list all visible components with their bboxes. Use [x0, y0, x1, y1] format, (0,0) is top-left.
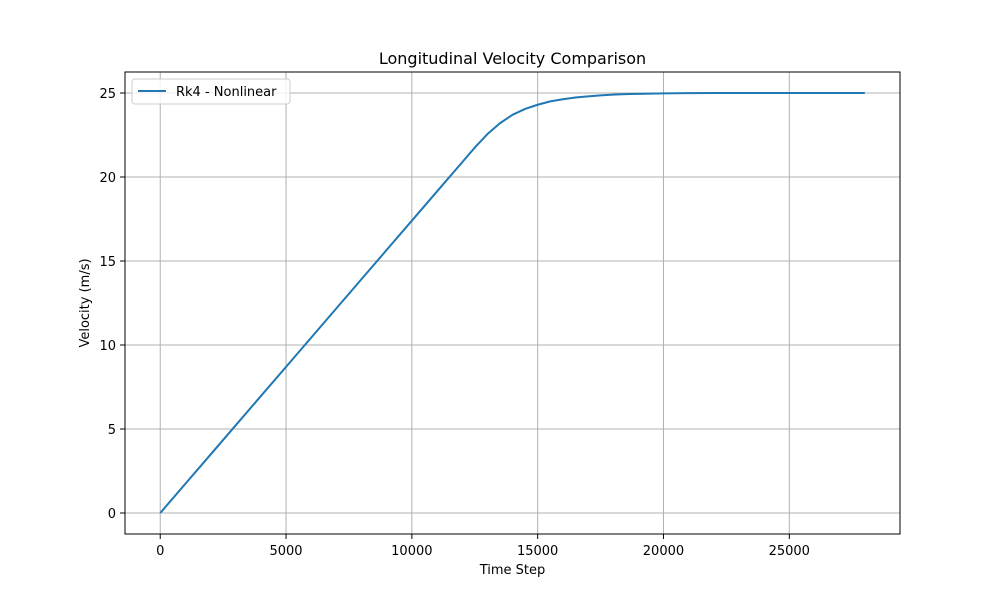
- chart-title: Longitudinal Velocity Comparison: [379, 49, 646, 68]
- y-tick-label: 25: [99, 87, 116, 102]
- x-tick-label: 0: [156, 544, 164, 559]
- series-layer: [159, 92, 865, 514]
- legend: Rk4 - Nonlinear: [131, 78, 291, 105]
- x-tick-label: 10000: [391, 544, 432, 559]
- legend-box: [131, 78, 291, 105]
- x-tick-label: 5000: [269, 544, 302, 559]
- y-axis-label: Velocity (m/s): [78, 258, 93, 347]
- axis-ticks: 0 5000 10000 15000 20000 25000 0 5 10 15 20 25: [99, 87, 810, 559]
- plot-frame: [124, 71, 901, 535]
- x-tick-label: 15000: [517, 544, 558, 559]
- y-tick-label: 10: [99, 339, 116, 354]
- grid-lines: [125, 72, 900, 534]
- x-axis-label: Time Step: [479, 563, 546, 578]
- y-tick-label: 20: [99, 171, 116, 186]
- x-tick-label: 25000: [769, 544, 810, 559]
- legend-entry-label: Rk4 - Nonlinear: [176, 85, 277, 100]
- series-line-rk4-nonlinear: [159, 92, 865, 514]
- x-tick-label: 20000: [643, 544, 684, 559]
- y-tick-label: 15: [99, 255, 116, 270]
- y-tick-label: 5: [108, 423, 116, 438]
- y-tick-label: 0: [108, 507, 116, 522]
